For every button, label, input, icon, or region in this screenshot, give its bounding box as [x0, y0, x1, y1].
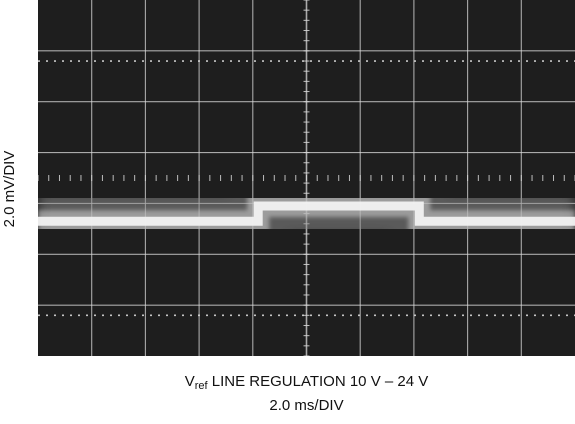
caption-line-1-text: LINE REGULATION 10 V – 24 V: [207, 373, 429, 390]
caption-line-2: 2.0 ms/DIV: [269, 397, 344, 414]
caption-line-1: Vref LINE REGULATION 10 V – 24 V: [38, 372, 575, 396]
caption: Vref LINE REGULATION 10 V – 24 V 2.0 ms/…: [38, 372, 575, 415]
oscilloscope-screen: [38, 0, 575, 356]
trace-line: [38, 201, 575, 226]
vref-subscript: ref: [194, 380, 208, 392]
y-axis-label: 2.0 mV/DIV: [1, 150, 18, 228]
vref-symbol: V: [184, 373, 195, 390]
